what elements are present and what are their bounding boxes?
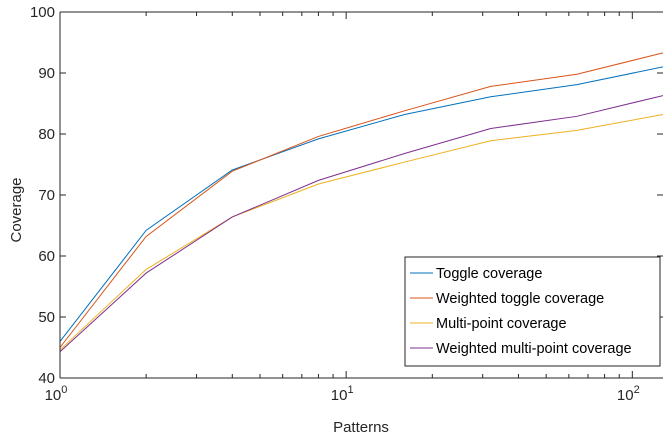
legend-label-2: Weighted toggle coverage <box>436 291 604 307</box>
series-line-4 <box>59 95 663 353</box>
legend-label-1: Toggle coverage <box>436 266 542 282</box>
series-line-2 <box>59 52 663 348</box>
legend-box <box>404 256 661 367</box>
series-line-1 <box>59 66 663 342</box>
y-tick-label: 70 <box>38 187 55 204</box>
y-axis-label: Coverage <box>8 177 25 242</box>
series-line-3 <box>59 113 663 351</box>
x-tick-label: 101 <box>331 384 354 404</box>
legend-label-4: Weighted multi-point coverage <box>436 341 632 357</box>
y-tick-label: 80 <box>38 126 55 143</box>
plot-lines <box>59 52 663 353</box>
y-tick-label: 90 <box>38 65 55 82</box>
x-tick-label: 102 <box>617 384 640 404</box>
legend: Toggle coverage Weighted toggle coverage M… <box>404 256 661 367</box>
x-axis-label: Patterns <box>333 419 389 436</box>
ticks: 40 50 60 70 80 90 100 100 101 102 <box>30 4 663 404</box>
legend-label-3: Multi-point coverage <box>436 316 567 332</box>
y-tick-label: 40 <box>38 370 55 387</box>
y-tick-label: 60 <box>38 248 55 265</box>
x-tick-label: 100 <box>45 384 68 404</box>
y-tick-label: 50 <box>38 309 55 326</box>
y-tick-label: 100 <box>30 4 55 21</box>
